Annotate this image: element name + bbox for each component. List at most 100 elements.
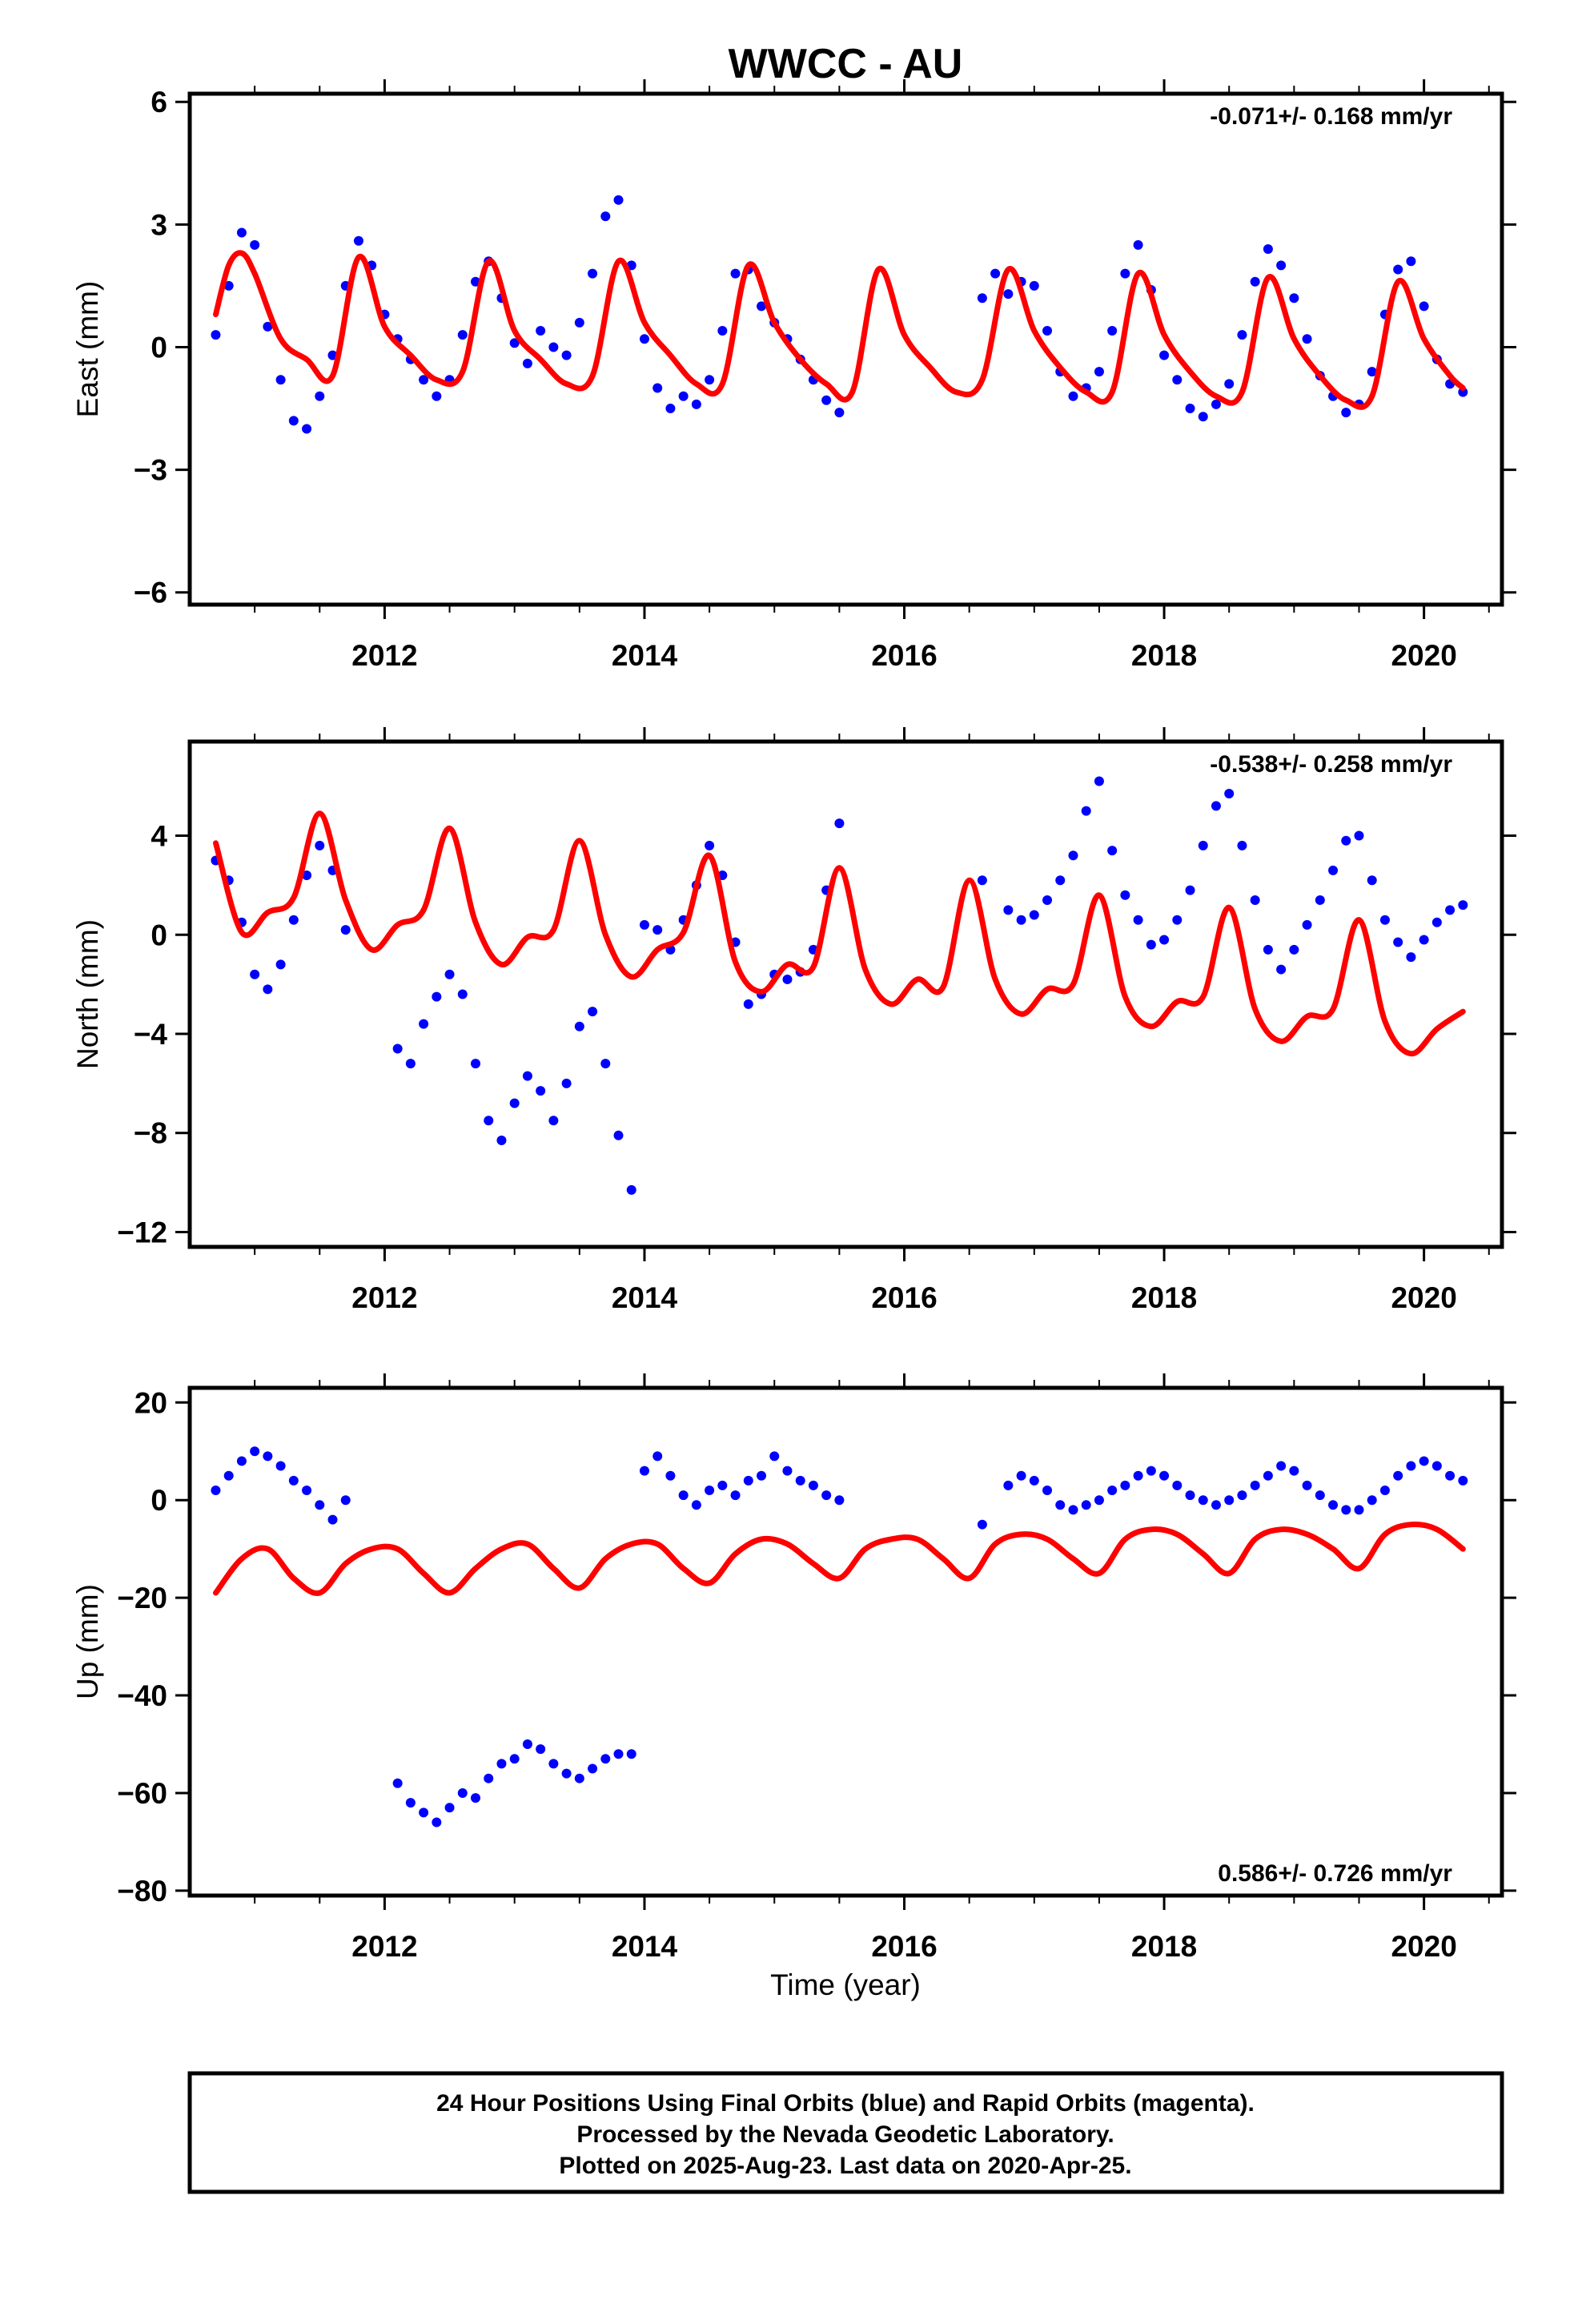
east-data-point: [250, 239, 260, 250]
up-data-point: [1211, 1500, 1221, 1510]
north-data-point: [782, 974, 793, 984]
up-data-point: [315, 1500, 325, 1510]
up-data-point: [1094, 1495, 1104, 1506]
chart-title: WWCC - AU: [729, 41, 963, 87]
up-data-point: [250, 1446, 260, 1457]
east-data-point: [288, 416, 299, 426]
east-data-point: [717, 326, 728, 336]
east-data-point: [1068, 391, 1078, 401]
north-model-curve: [213, 810, 1466, 1057]
footer-line-3: Plotted on 2025-Aug-23. Last data on 202…: [559, 2153, 1131, 2179]
north-data-point: [1120, 890, 1130, 900]
east-data-point: [1198, 412, 1208, 422]
east-data-point: [1237, 330, 1247, 340]
east-y-tick-label: 0: [151, 331, 167, 364]
up-data-point: [432, 1817, 442, 1827]
north-data-point: [1263, 944, 1273, 955]
north-data-point: [315, 840, 325, 850]
up-data-point: [1081, 1500, 1091, 1510]
up-panel: 2012 2014 2016 2018 2020 −80 −60 −40 −20 0 20 Up (m…: [71, 1373, 1516, 1963]
east-data-point: [600, 211, 611, 222]
east-data-point: [315, 391, 325, 401]
north-data-point: [1211, 801, 1221, 811]
north-data-point: [288, 915, 299, 925]
north-data-point: [1237, 840, 1247, 850]
north-data-point: [1328, 865, 1339, 875]
east-data-point: [1172, 375, 1182, 385]
north-data-point: [588, 1007, 598, 1017]
east-data-point: [302, 424, 312, 434]
up-data-point: [236, 1456, 247, 1466]
up-data-point: [1431, 1461, 1442, 1471]
east-x-tick-label: 2018: [1131, 639, 1197, 672]
east-data-point: [457, 330, 468, 340]
north-data-point: [977, 875, 987, 886]
up-data-point: [626, 1749, 636, 1759]
north-data-point: [496, 1135, 507, 1145]
east-plot-frame: [187, 91, 1504, 607]
north-data-point: [743, 999, 753, 1009]
up-y-tick-label: −60: [117, 1777, 167, 1810]
up-data-point: [600, 1754, 611, 1764]
north-data-point: [263, 984, 273, 995]
x-axis-label: Time (year): [770, 1968, 921, 2001]
up-data-point: [613, 1749, 624, 1759]
up-data-point: [574, 1773, 584, 1783]
east-data-point: [263, 321, 273, 332]
up-data-point: [288, 1475, 299, 1486]
up-y-tick-label: 0: [151, 1484, 167, 1517]
north-x-tick-label: 2012: [351, 1281, 417, 1314]
up-data-point: [1341, 1505, 1351, 1515]
north-data-point: [1367, 875, 1377, 886]
up-data-point: [471, 1793, 481, 1803]
north-data-point: [340, 925, 351, 935]
east-data-point: [574, 317, 584, 328]
east-data-point: [1276, 260, 1287, 271]
up-data-point: [1198, 1495, 1208, 1506]
north-data-point: [1133, 915, 1143, 925]
east-y-tick-label: −6: [134, 577, 167, 609]
up-data-point: [1289, 1466, 1299, 1476]
east-data-point: [834, 408, 845, 418]
east-data-point: [639, 334, 649, 344]
north-data-point: [471, 1059, 481, 1069]
up-data-point: [1406, 1461, 1416, 1471]
east-data-point: [990, 268, 1001, 279]
east-y-tick-label: −3: [134, 454, 167, 487]
east-data-point: [1341, 408, 1351, 418]
east-data-point: [223, 280, 234, 291]
up-data-point: [1029, 1475, 1039, 1486]
north-data-point: [1198, 840, 1208, 850]
north-data-point: [1094, 776, 1104, 786]
up-data-point: [1276, 1461, 1287, 1471]
north-y-tick-label: 4: [151, 820, 167, 853]
up-data-point: [1120, 1480, 1130, 1490]
up-data-point: [1055, 1500, 1066, 1510]
north-data-point: [1081, 806, 1091, 816]
up-plot-frame: [187, 1385, 1504, 1898]
north-data-point: [613, 1130, 624, 1140]
up-data-point: [561, 1768, 572, 1779]
north-data-point: [639, 919, 649, 930]
east-data-point: [522, 358, 532, 368]
up-data-point: [730, 1490, 741, 1501]
east-x-tick-label: 2012: [351, 639, 417, 672]
north-data-point: [1003, 905, 1014, 915]
north-y-tick-label: −4: [134, 1018, 168, 1051]
up-data-point: [1185, 1490, 1195, 1501]
east-data-point: [1263, 243, 1273, 254]
up-data-point: [1379, 1486, 1390, 1496]
up-data-point: [1367, 1495, 1377, 1506]
north-data-point: [1302, 919, 1312, 930]
east-data-point: [652, 383, 663, 393]
north-data-point: [561, 1078, 572, 1088]
up-data-point: [1133, 1470, 1143, 1481]
up-data-point: [1302, 1480, 1312, 1490]
north-data-point: [1379, 915, 1390, 925]
east-data-point: [613, 195, 624, 205]
north-x-tick-label: 2018: [1131, 1281, 1197, 1314]
north-plot-frame: [187, 739, 1504, 1249]
east-model-curve: [213, 250, 1466, 410]
up-data-point: [1016, 1470, 1026, 1481]
up-data-point: [834, 1495, 845, 1506]
